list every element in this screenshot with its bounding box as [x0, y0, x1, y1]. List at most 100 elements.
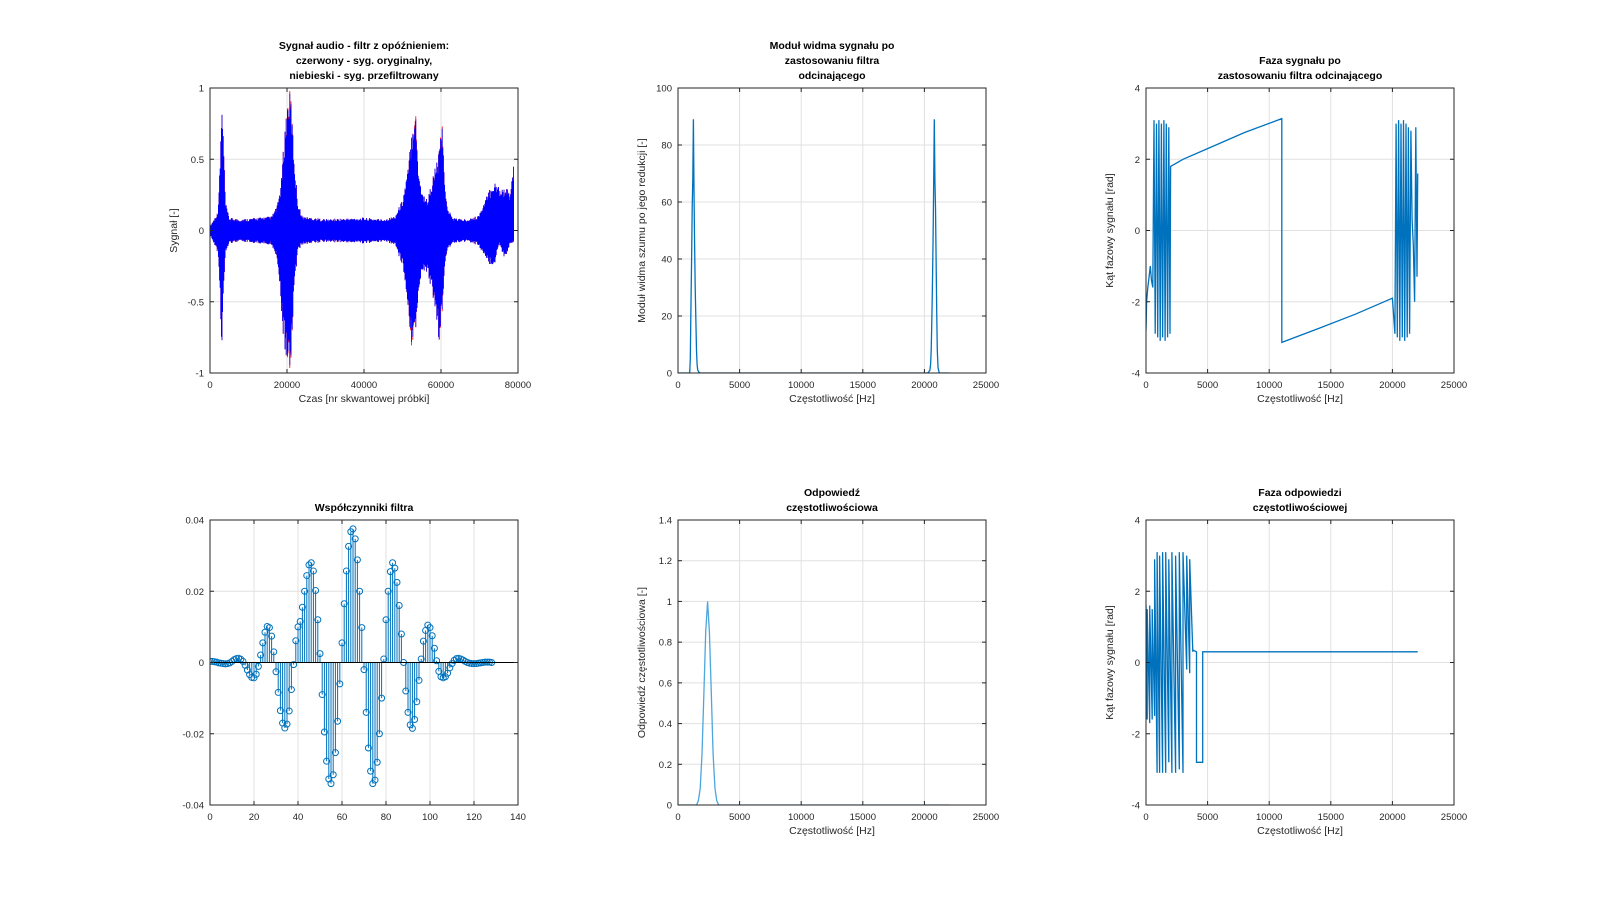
y-tick-label: -0.04 — [182, 801, 204, 812]
stem-marker — [360, 666, 368, 674]
chart-title-line: Faza odpowiedzi — [1258, 487, 1342, 499]
chart-title-line: czerwony - syg. oryginalny, — [296, 55, 432, 67]
y-tick-label: -0.02 — [182, 729, 204, 740]
stem-marker — [331, 749, 339, 757]
y-tick-label: 0 — [667, 801, 672, 812]
plot-series — [678, 119, 950, 373]
stem-marker — [373, 758, 381, 766]
x-tick-label: 15000 — [850, 812, 876, 823]
stem-marker — [270, 648, 278, 656]
x-tick-label: 15000 — [1318, 380, 1344, 391]
stem-marker — [323, 757, 331, 765]
stem-marker — [378, 694, 386, 702]
stem-marker — [274, 688, 282, 696]
stem-marker — [380, 655, 388, 663]
y-tick-label: 40 — [661, 255, 672, 266]
stem-marker — [292, 637, 300, 645]
stem-marker — [433, 657, 441, 665]
stem-marker — [210, 657, 214, 665]
line-series-0 — [678, 601, 950, 805]
stem-marker — [327, 780, 335, 788]
y-tick-label: 0 — [199, 226, 204, 237]
axes-box — [677, 519, 987, 806]
stem-marker — [402, 687, 410, 695]
stem-marker — [285, 707, 293, 715]
stem-marker — [358, 624, 366, 632]
stem-marker — [276, 707, 284, 715]
stem-marker — [426, 624, 434, 632]
stem-marker — [415, 676, 423, 684]
chart-freqphase: 0 5000 10000 15000 20000 25000 -4 -2 0 2 4 Faza odp… — [1104, 487, 1467, 837]
x-tick-label: 20000 — [1379, 812, 1405, 823]
x-tick-label: 0 — [675, 380, 680, 391]
x-axis-label: Czas [nr skwantowej próbki] — [299, 393, 430, 405]
x-tick-label: 140 — [510, 812, 526, 823]
x-tick-label: 100 — [422, 812, 438, 823]
stem-marker — [334, 717, 342, 725]
plot-area — [678, 520, 986, 805]
stem-marker — [353, 556, 361, 564]
stem-marker — [367, 767, 375, 775]
stem-marker — [296, 618, 304, 626]
stem-marker — [345, 542, 353, 550]
stem-marker — [369, 780, 377, 788]
y-tick-label: 0.02 — [186, 587, 205, 598]
chart-title-line: odcinającego — [798, 70, 865, 82]
stem-marker — [340, 600, 348, 608]
stem-marker — [351, 535, 359, 543]
x-tick-label: 20000 — [911, 380, 937, 391]
stem-marker — [303, 572, 311, 580]
y-tick-label: 0 — [199, 658, 204, 669]
x-tick-label: 5000 — [1197, 812, 1218, 823]
stem-marker — [386, 568, 394, 576]
stem-marker — [408, 724, 416, 732]
stem-marker — [336, 680, 344, 688]
stem-marker — [309, 567, 317, 575]
y-tick-label: -2 — [1132, 729, 1140, 740]
stem-marker — [417, 655, 425, 663]
chart-title-line: Odpowiedź — [804, 487, 860, 499]
x-tick-label: 20000 — [274, 380, 300, 391]
stem-marker — [468, 660, 476, 668]
y-tick-label: 60 — [661, 198, 672, 209]
y-tick-label: 1.4 — [659, 516, 672, 527]
stem-marker — [356, 587, 364, 595]
y-tick-label: 100 — [656, 84, 672, 95]
stem-marker — [397, 630, 405, 638]
x-tick-label: 40 — [293, 812, 304, 823]
chart-freqresp: 0 5000 10000 15000 20000 25000 0 0.2 0.4 0.6 0.8 1 1… — [636, 487, 999, 837]
x-tick-label: 10000 — [788, 812, 814, 823]
chart-title-line: częstotliwościowej — [1253, 502, 1348, 514]
x-tick-label: 60 — [337, 812, 348, 823]
x-tick-label: 25000 — [1441, 812, 1467, 823]
y-axis-label: Odpowiedź częstotliwościowa [-] — [636, 587, 648, 738]
stem-marker — [301, 587, 309, 595]
stem-marker — [272, 668, 280, 676]
stem-marker — [411, 716, 419, 723]
y-axis-label: Sygnał [-] — [168, 208, 180, 252]
x-tick-label: 5000 — [729, 812, 750, 823]
x-tick-label: 15000 — [850, 380, 876, 391]
stem-marker — [384, 587, 392, 595]
stem-marker — [430, 644, 438, 652]
stem-marker — [406, 721, 414, 729]
stem-marker — [281, 724, 289, 732]
stem-marker — [338, 639, 346, 647]
stem-marker — [239, 657, 247, 665]
x-tick-label: 0 — [207, 380, 212, 391]
chart-audio: 0 20000 40000 60000 80000 -1 -0.5 0 0.5 1 Sygnał a… — [168, 40, 531, 405]
y-tick-label: 0 — [1135, 226, 1140, 237]
stem-marker — [441, 673, 449, 681]
y-tick-label: 0.6 — [659, 678, 672, 689]
x-tick-label: 0 — [207, 812, 212, 823]
stem-marker — [375, 730, 383, 738]
stem-marker — [395, 602, 403, 609]
chart-title-line: Moduł widma sygnału po — [770, 40, 895, 52]
stem-marker — [314, 616, 322, 624]
stem-marker — [446, 664, 454, 672]
series-0 — [678, 601, 950, 805]
y-axis-label: Kąt fazowy sygnału [rad] — [1104, 173, 1116, 287]
x-tick-label: 20000 — [1379, 380, 1405, 391]
